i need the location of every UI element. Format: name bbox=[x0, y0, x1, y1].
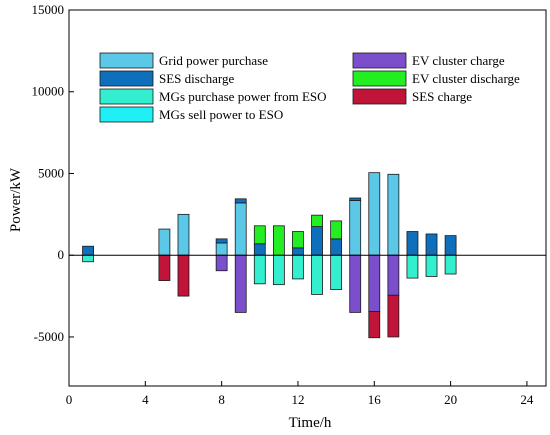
bar-s1-x14 bbox=[330, 238, 343, 256]
bar-s0-x6 bbox=[177, 213, 190, 256]
legend-swatch-2 bbox=[99, 88, 154, 105]
bar-s2-x18 bbox=[406, 254, 419, 279]
bar-s1-x12 bbox=[292, 247, 304, 256]
x-tick-label: 4 bbox=[142, 392, 149, 407]
bar-s0-x5 bbox=[158, 228, 171, 256]
bar-s2-x1 bbox=[82, 254, 94, 263]
plot-frame bbox=[68, 9, 547, 387]
y-tick-label: 15000 bbox=[32, 2, 65, 17]
legend: Grid power purchase SES discharge MGs purc… bbox=[99, 52, 520, 123]
bar-s1-x19 bbox=[425, 233, 438, 256]
bar-s4-x16 bbox=[368, 254, 381, 313]
bar-s6-x6 bbox=[177, 254, 190, 297]
x-axis-title: Time/h bbox=[289, 415, 332, 431]
y-tick-label: 5000 bbox=[38, 165, 64, 180]
bar-s1-x13 bbox=[311, 226, 323, 256]
bar-s2-x13 bbox=[311, 254, 323, 295]
legend-swatch-6 bbox=[352, 88, 407, 105]
y-tick-label: -5000 bbox=[34, 329, 64, 344]
bar-s6-x16 bbox=[368, 311, 381, 339]
x-tick-label: 8 bbox=[218, 392, 225, 407]
bar-s5-x12 bbox=[292, 231, 304, 249]
bar-s0-x16 bbox=[368, 172, 381, 256]
x-tick-label: 0 bbox=[66, 392, 73, 407]
bar-s2-x11 bbox=[272, 254, 285, 286]
bar-s5-x13 bbox=[311, 214, 323, 228]
bar-s2-x14 bbox=[330, 254, 343, 290]
bar-s5-x10 bbox=[253, 225, 266, 245]
bar-s1-x10 bbox=[253, 243, 266, 256]
legend-label-1: SES discharge bbox=[159, 71, 234, 86]
bar-s1-x18 bbox=[406, 231, 419, 256]
bar-s2-x19 bbox=[425, 254, 438, 277]
bar-s0-x17 bbox=[387, 173, 400, 256]
bar-s1-x1 bbox=[82, 245, 94, 256]
legend-swatch-4 bbox=[352, 52, 407, 69]
bar-s1-x8 bbox=[215, 238, 228, 244]
bar-s4-x15 bbox=[349, 254, 362, 313]
legend-label-5: EV cluster discharge bbox=[412, 71, 520, 86]
legend-swatch-3 bbox=[99, 106, 154, 123]
y-tick-label: 10000 bbox=[32, 84, 65, 99]
ticks-layer: 0 4 8 12 16 20 24 -5000 0 5000 10000 15000 bbox=[32, 2, 534, 407]
bar-s1-x9 bbox=[234, 198, 247, 204]
legend-swatch-0 bbox=[99, 52, 154, 69]
bar-s5-x14 bbox=[330, 220, 343, 240]
bar-s0-x8 bbox=[215, 242, 228, 256]
bar-s2-x10 bbox=[253, 254, 266, 285]
y-axis-title: Power/kW bbox=[8, 167, 24, 232]
bar-s5-x11 bbox=[272, 225, 285, 256]
bar-s2-x12 bbox=[292, 254, 304, 280]
legend-label-6: SES charge bbox=[412, 89, 472, 104]
x-tick-label: 16 bbox=[368, 392, 382, 407]
x-tick-label: 24 bbox=[520, 392, 534, 407]
bar-s0-x9 bbox=[234, 202, 247, 256]
x-tick-label: 12 bbox=[291, 392, 304, 407]
legend-label-4: EV cluster charge bbox=[412, 53, 505, 68]
y-tick-label: 0 bbox=[58, 247, 65, 262]
bar-s4-x8 bbox=[215, 254, 228, 272]
legend-swatch-1 bbox=[99, 70, 154, 87]
legend-label-2: MGs purchase power from ESO bbox=[159, 89, 327, 104]
bars-layer bbox=[82, 172, 457, 339]
bar-s0-x15 bbox=[349, 200, 362, 256]
bar-s1-x15 bbox=[349, 197, 362, 201]
legend-label-0: Grid power purchase bbox=[159, 53, 268, 68]
legend-label-3: MGs sell power to ESO bbox=[159, 107, 283, 122]
legend-swatch-5 bbox=[352, 70, 407, 87]
bar-s1-x20 bbox=[444, 235, 457, 256]
bar-s2-x20 bbox=[444, 254, 457, 275]
bar-s4-x17 bbox=[387, 254, 400, 296]
bar-s4-x9 bbox=[234, 254, 247, 313]
bar-s6-x17 bbox=[387, 294, 400, 338]
x-tick-label: 20 bbox=[444, 392, 457, 407]
bar-s6-x5 bbox=[158, 254, 171, 281]
